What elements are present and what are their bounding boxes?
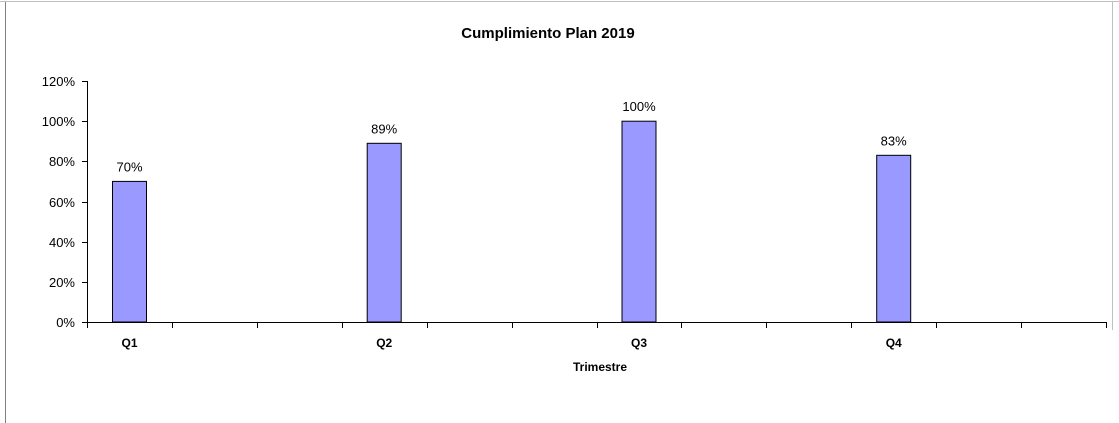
x-category-label: Q1 xyxy=(121,336,137,350)
y-tick-label: 60% xyxy=(49,195,75,210)
x-category-label: Q2 xyxy=(376,336,392,350)
bars-group xyxy=(112,120,912,323)
y-tick-label: 100% xyxy=(42,114,76,129)
y-tick-label: 80% xyxy=(49,154,75,169)
data-label-q3: 100% xyxy=(622,99,656,114)
bar-q1 xyxy=(112,180,147,323)
bar-q4 xyxy=(876,154,912,323)
data-label-q2: 89% xyxy=(371,121,397,136)
bar-q3 xyxy=(621,120,657,323)
y-tick-label: 120% xyxy=(42,74,76,89)
x-axis: Q1 Q2 Q3 Q4 xyxy=(87,322,1107,350)
x-category-label: Q4 xyxy=(886,336,902,350)
data-label-q1: 70% xyxy=(116,159,142,174)
y-tick-label: 0% xyxy=(56,315,75,330)
bar-q2 xyxy=(366,142,402,323)
y-tick-label: 40% xyxy=(49,235,75,250)
y-axis: 0% 20% 40% 60% 80% 100% 120% xyxy=(42,74,88,330)
chart-title: Cumplimiento Plan 2019 xyxy=(461,25,634,42)
data-label-q4: 83% xyxy=(881,133,907,148)
y-tick-label: 20% xyxy=(49,275,75,290)
x-axis-title: Trimestre xyxy=(573,360,627,374)
data-labels-group: 70% 89% 100% 83% xyxy=(116,99,907,174)
x-category-label: Q3 xyxy=(631,336,647,350)
